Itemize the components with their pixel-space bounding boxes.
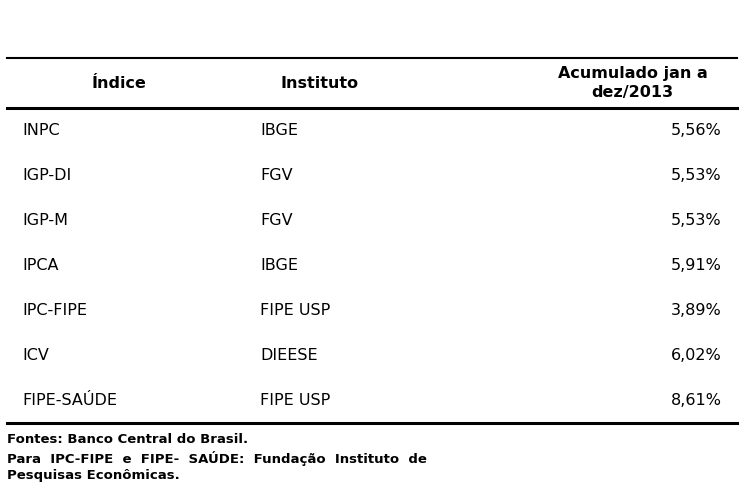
Text: Instituto: Instituto <box>280 75 359 90</box>
Text: FIPE USP: FIPE USP <box>260 303 330 318</box>
Text: IBGE: IBGE <box>260 123 298 138</box>
Text: ICV: ICV <box>22 348 49 363</box>
Text: Índice: Índice <box>92 75 147 90</box>
Text: Pesquisas Econômicas.: Pesquisas Econômicas. <box>7 469 180 482</box>
Text: IPC-FIPE: IPC-FIPE <box>22 303 87 318</box>
Text: FGV: FGV <box>260 213 293 228</box>
Text: INPC: INPC <box>22 123 60 138</box>
Text: DIEESE: DIEESE <box>260 348 318 363</box>
Text: IGP-M: IGP-M <box>22 213 68 228</box>
Text: 8,61%: 8,61% <box>670 393 722 408</box>
Text: Fontes: Banco Central do Brasil.: Fontes: Banco Central do Brasil. <box>7 433 248 446</box>
Text: Acumulado jan a
dez/2013: Acumulado jan a dez/2013 <box>557 65 708 100</box>
Text: IPCA: IPCA <box>22 258 59 273</box>
Text: 5,53%: 5,53% <box>671 213 722 228</box>
Text: 5,91%: 5,91% <box>671 258 722 273</box>
Text: IGP-DI: IGP-DI <box>22 168 71 183</box>
Text: 6,02%: 6,02% <box>671 348 722 363</box>
Text: FGV: FGV <box>260 168 293 183</box>
Text: 3,89%: 3,89% <box>671 303 722 318</box>
Text: Para  IPC-FIPE  e  FIPE-  SAÚDE:  Fundação  Instituto  de: Para IPC-FIPE e FIPE- SAÚDE: Fundação In… <box>7 451 427 466</box>
Text: 5,56%: 5,56% <box>671 123 722 138</box>
Text: 5,53%: 5,53% <box>671 168 722 183</box>
Text: IBGE: IBGE <box>260 258 298 273</box>
Text: FIPE-SAÚDE: FIPE-SAÚDE <box>22 393 118 408</box>
Text: FIPE USP: FIPE USP <box>260 393 330 408</box>
